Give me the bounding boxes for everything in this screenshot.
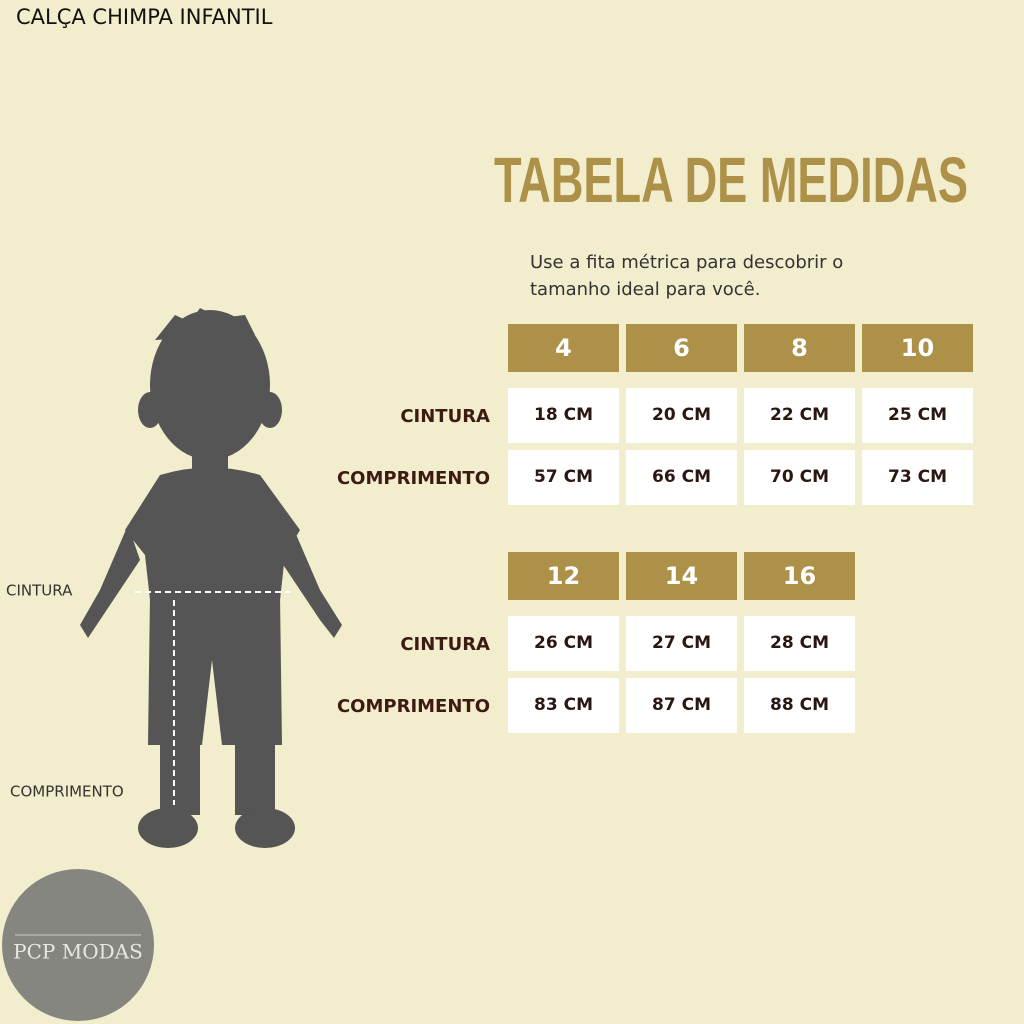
measure-cell <box>862 388 973 443</box>
measure-value: 70 CM <box>770 467 829 487</box>
size-header-cell <box>744 552 855 600</box>
size-header: 14 <box>665 562 698 590</box>
row-label: COMPRIMENTO <box>337 468 490 489</box>
measure-cell <box>626 450 737 505</box>
measure-value: 66 CM <box>652 467 711 487</box>
size-header: 10 <box>901 334 934 362</box>
measure-value: 25 CM <box>888 405 947 425</box>
measure-cell <box>862 450 973 505</box>
measure-cell <box>508 388 619 443</box>
logo-text: PCP MODAS <box>13 940 143 964</box>
measure-value: 83 CM <box>534 695 593 715</box>
measure-value: 28 CM <box>770 633 829 653</box>
child-silhouette <box>80 308 342 848</box>
size-header: 12 <box>547 562 580 590</box>
measure-cell <box>508 616 619 671</box>
logo-badge <box>2 869 154 1021</box>
row-label: CINTURA <box>400 634 490 655</box>
measure-value: 88 CM <box>770 695 829 715</box>
size-header-cell <box>508 552 619 600</box>
measure-cell <box>626 678 737 733</box>
measure-cell <box>744 678 855 733</box>
measure-cell <box>508 450 619 505</box>
measure-value: 73 CM <box>888 467 947 487</box>
measure-cell <box>744 388 855 443</box>
length-label: COMPRIMENTO <box>10 783 124 801</box>
row-label: COMPRIMENTO <box>337 696 490 717</box>
product-title: CALÇA CHIMPA INFANTIL <box>16 5 273 29</box>
size-header-cell <box>744 324 855 372</box>
waist-label: CINTURA <box>6 582 73 600</box>
measure-cell <box>744 616 855 671</box>
size-header-cell <box>862 324 973 372</box>
measure-value: 20 CM <box>652 405 711 425</box>
size-header: 4 <box>555 334 572 362</box>
measure-value: 18 CM <box>534 405 593 425</box>
measure-cell <box>508 678 619 733</box>
subtitle-line: tamanho ideal para você. <box>530 279 760 300</box>
size-header-cell <box>626 324 737 372</box>
size-header-cell <box>508 324 619 372</box>
measure-value: 26 CM <box>534 633 593 653</box>
measure-value: 27 CM <box>652 633 711 653</box>
measure-cell <box>626 388 737 443</box>
heading: TABELA DE MEDIDAS <box>494 144 968 216</box>
size-header-cell <box>626 552 737 600</box>
row-label: CINTURA <box>400 406 490 427</box>
measure-value: 22 CM <box>770 405 829 425</box>
subtitle-line: Use a fita métrica para descobrir o <box>530 252 843 273</box>
size-header: 6 <box>673 334 690 362</box>
measure-cell <box>744 450 855 505</box>
measure-value: 57 CM <box>534 467 593 487</box>
size-tables: 4 6 8 10 CINTURA 18 CM 20 CM 22 CM 25 CM COMPRIME… <box>337 324 973 733</box>
measure-value: 87 CM <box>652 695 711 715</box>
size-header: 16 <box>783 562 816 590</box>
size-header: 8 <box>791 334 808 362</box>
measure-cell <box>626 616 737 671</box>
